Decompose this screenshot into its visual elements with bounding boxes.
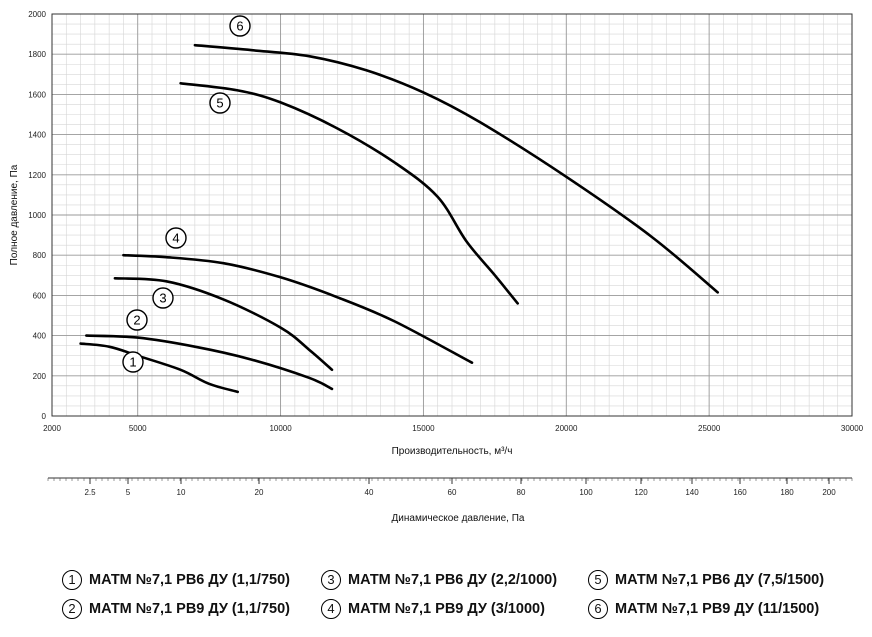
series-curve-6 — [193, 43, 719, 294]
dynamic-axis-tick-label: 120 — [634, 488, 648, 497]
series-curve-1 — [79, 342, 239, 394]
x-tick-label: 30000 — [841, 424, 864, 433]
plot-frame — [51, 13, 853, 417]
dynamic-axis-tick-label: 100 — [579, 488, 593, 497]
y-tick-label: 0 — [42, 412, 47, 421]
curve-marker-circle — [209, 92, 231, 114]
curve-marker-label: 3 — [159, 291, 166, 306]
series-curve-2 — [85, 334, 334, 391]
dynamic-axis-tick-label: 5 — [126, 488, 131, 497]
dynamic-pressure-axis: 2.5 5 10 20 40 60 80 100 120 140 160 180 200 — [47, 477, 853, 497]
dynamic-axis-tick-label: 80 — [517, 488, 526, 497]
curve-marker-circle — [165, 227, 187, 249]
y-tick-label: 2000 — [28, 10, 46, 19]
y-tick-label: 600 — [33, 291, 47, 300]
x-tick-label: 15000 — [412, 424, 435, 433]
dynamic-axis-tick-label: 60 — [448, 488, 457, 497]
dynamic-axis-tick-label: 180 — [780, 488, 794, 497]
x-tick-label: 25000 — [698, 424, 721, 433]
x-tick-label: 20000 — [555, 424, 578, 433]
series-curve-4 — [122, 253, 474, 364]
series-curves — [79, 43, 719, 394]
curve-marker-label: 1 — [129, 355, 136, 370]
dynamic-axis-tick-label: 2.5 — [84, 488, 96, 497]
curve-marker-label: 6 — [236, 19, 243, 34]
dynamic-axis-tick-label: 40 — [365, 488, 374, 497]
x-axis-title: Производительность, м³/ч — [392, 446, 513, 457]
dynamic-axis-tick-label: 200 — [822, 488, 836, 497]
y-tick-label: 1600 — [28, 90, 46, 99]
curve-marker-circle — [229, 15, 251, 37]
y-tick-label: 1000 — [28, 211, 46, 220]
y-axis-title: Полное давление, Па — [9, 164, 20, 265]
y-tick-label: 200 — [33, 372, 47, 381]
dynamic-axis-tick-label: 20 — [255, 488, 264, 497]
dynamic-axis-tick-label: 140 — [685, 488, 699, 497]
series-curve-5 — [179, 82, 519, 305]
y-tick-label: 1800 — [28, 50, 46, 59]
y-tick-label: 1400 — [28, 131, 46, 140]
curve-marker-circle — [126, 309, 148, 331]
dynamic-axis-tick-label: 10 — [177, 488, 186, 497]
curve-marker-circle — [152, 287, 174, 309]
curve-marker-label: 5 — [216, 96, 223, 111]
x-tick-label: 2000 — [43, 424, 61, 433]
curve-marker-circle — [122, 351, 144, 373]
curve-marker-label: 4 — [172, 231, 179, 246]
y-tick-label: 800 — [33, 251, 47, 260]
curve-markers: 1 2 3 4 5 6 — [122, 15, 251, 373]
y-tick-label: 400 — [33, 332, 47, 341]
y-axis-ticks: 0 200 400 600 800 1000 1200 1400 1600 1800 2000 — [28, 10, 46, 421]
dynamic-pressure-axis-title: Динамическое давление, Па — [392, 513, 525, 524]
y-tick-label: 1200 — [28, 171, 46, 180]
x-axis-ticks: 2000 5000 10000 15000 20000 25000 30000 — [43, 424, 864, 433]
series-curve-3 — [113, 277, 334, 372]
dynamic-axis-tick-label: 160 — [733, 488, 747, 497]
curve-marker-label: 2 — [133, 313, 140, 328]
x-tick-label: 10000 — [269, 424, 292, 433]
x-tick-label: 5000 — [129, 424, 147, 433]
